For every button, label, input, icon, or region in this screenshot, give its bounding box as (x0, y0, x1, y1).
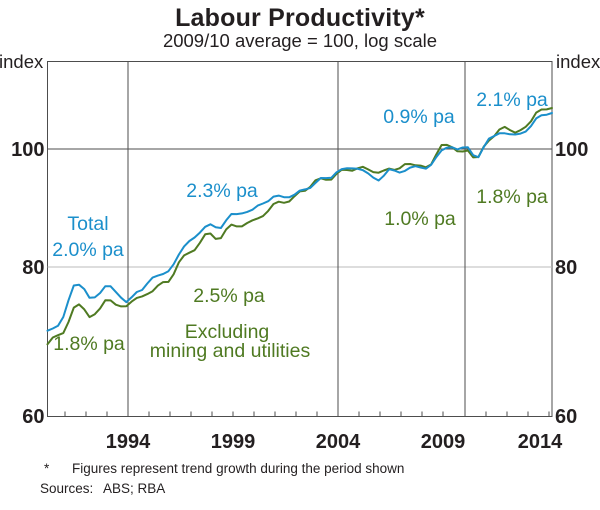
svg-text:index: index (556, 51, 600, 72)
svg-text:index: index (0, 51, 44, 72)
svg-text:60: 60 (22, 406, 44, 428)
svg-text:80: 80 (22, 257, 44, 279)
svg-text:Total: Total (67, 213, 108, 235)
svg-text:2.3% pa: 2.3% pa (186, 180, 258, 202)
svg-text:2014: 2014 (518, 431, 563, 453)
svg-text:2009: 2009 (421, 431, 466, 453)
svg-text:2.5% pa: 2.5% pa (193, 285, 265, 307)
svg-text:100: 100 (555, 139, 588, 161)
svg-text:2.0% pa: 2.0% pa (52, 239, 124, 261)
svg-text:mining and utilities: mining and utilities (150, 340, 311, 362)
svg-text:1.8% pa: 1.8% pa (476, 186, 548, 208)
svg-text:0.9% pa: 0.9% pa (383, 106, 455, 128)
svg-text:100: 100 (11, 139, 44, 161)
svg-text:1.8% pa: 1.8% pa (53, 333, 125, 355)
svg-text:2004: 2004 (316, 431, 361, 453)
svg-text:1.0% pa: 1.0% pa (384, 208, 456, 230)
svg-text:1999: 1999 (211, 431, 256, 453)
svg-text:80: 80 (555, 257, 577, 279)
svg-text:60: 60 (555, 406, 577, 428)
svg-text:1994: 1994 (106, 431, 151, 453)
svg-text:2.1% pa: 2.1% pa (476, 89, 548, 111)
